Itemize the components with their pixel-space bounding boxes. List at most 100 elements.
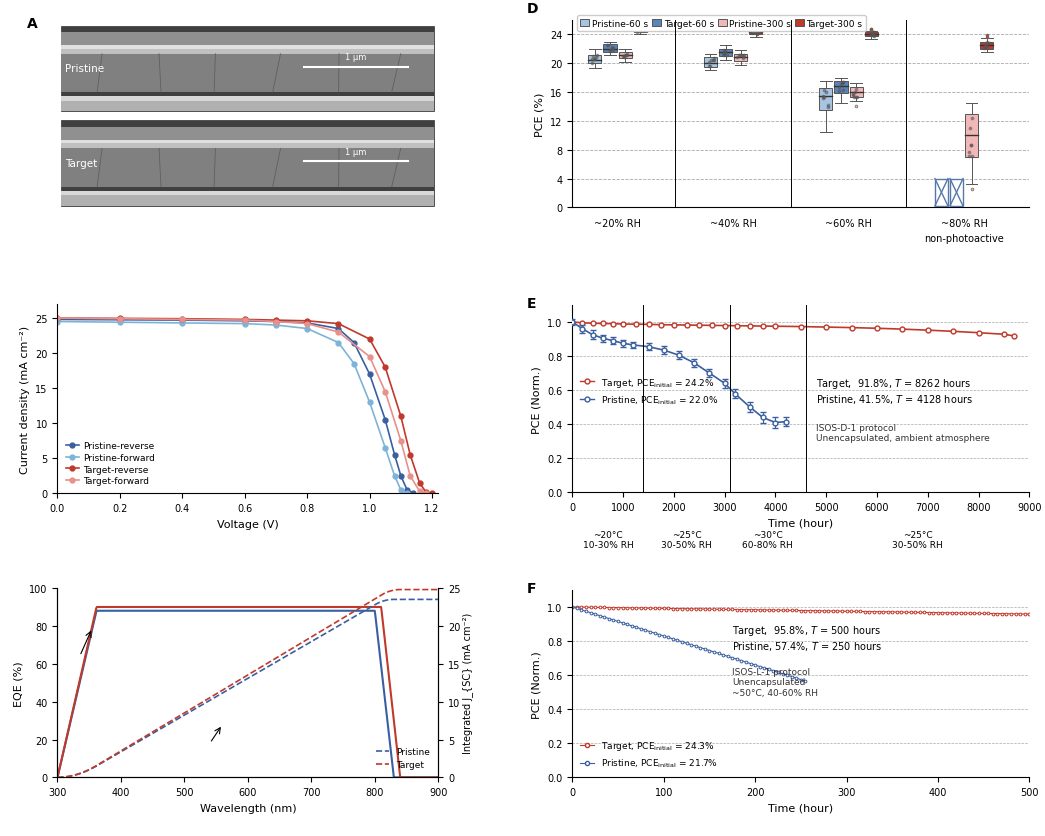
Pristine bbox=[149, 606, 162, 616]
Y-axis label: PCE (%): PCE (%) bbox=[535, 92, 544, 137]
Point bbox=[602, 44, 619, 58]
Y-axis label: PCE (Norm.): PCE (Norm.) bbox=[532, 365, 541, 433]
Text: A: A bbox=[27, 17, 38, 31]
Target-forward bbox=[364, 352, 376, 362]
Bar bbox=[719, 49, 733, 57]
Line: Pristine: Pristine bbox=[57, 611, 438, 777]
Text: ~40% RH: ~40% RH bbox=[710, 219, 757, 229]
Point bbox=[619, 49, 635, 63]
Point bbox=[705, 52, 722, 65]
Point bbox=[617, 49, 633, 63]
Legend: Target, PCE$_{\mathrm{initial}}$ = 24.2%, Pristine, PCE$_{\mathrm{initial}}$ = 2: Target, PCE$_{\mathrm{initial}}$ = 24.2%… bbox=[577, 373, 723, 410]
Text: ~25°C
30-50% RH: ~25°C 30-50% RH bbox=[661, 530, 712, 549]
Point bbox=[832, 78, 849, 91]
Point bbox=[831, 81, 847, 94]
Legend: Pristine-60 s, Target-60 s, Pristine-300 s, Target-300 s: Pristine-60 s, Target-60 s, Pristine-300… bbox=[577, 16, 866, 33]
Point bbox=[704, 54, 721, 68]
Point bbox=[749, 28, 766, 41]
Point bbox=[717, 47, 734, 60]
Point bbox=[588, 51, 605, 64]
Bar bbox=[62, 54, 435, 93]
Text: ISOS-L-1 protocol
Unencapsulated
~50°C, 40-60% RH: ISOS-L-1 protocol Unencapsulated ~50°C, … bbox=[733, 667, 818, 697]
Point bbox=[865, 30, 882, 43]
Text: E: E bbox=[527, 296, 536, 310]
Legend: Pristine-reverse, Pristine-forward, Target-reverse, Target-forward: Pristine-reverse, Pristine-forward, Targ… bbox=[62, 438, 158, 489]
Target-forward bbox=[114, 314, 126, 324]
Point bbox=[962, 140, 979, 153]
Target bbox=[149, 602, 162, 612]
Target-reverse bbox=[404, 451, 417, 461]
Pristine-reverse bbox=[51, 315, 64, 325]
Bar bbox=[704, 59, 717, 68]
Text: F: F bbox=[527, 581, 536, 595]
Point bbox=[616, 50, 632, 64]
Point bbox=[632, 25, 649, 38]
Bar bbox=[619, 53, 631, 59]
Target-reverse bbox=[332, 319, 345, 329]
Point bbox=[705, 54, 722, 68]
Point bbox=[716, 44, 733, 58]
Point bbox=[749, 26, 766, 39]
Point bbox=[816, 91, 833, 104]
Point bbox=[844, 89, 861, 102]
Text: ~20% RH: ~20% RH bbox=[594, 219, 641, 229]
Text: ~20°C
10-30% RH: ~20°C 10-30% RH bbox=[582, 530, 633, 549]
Legend: Target, PCE$_{\mathrm{initial}}$ = 24.3%, Pristine, PCE$_{\mathrm{initial}}$ = 2: Target, PCE$_{\mathrm{initial}}$ = 24.3%… bbox=[577, 736, 722, 773]
Point bbox=[819, 101, 836, 115]
Line: Pristine-forward: Pristine-forward bbox=[55, 319, 410, 497]
Point bbox=[715, 47, 732, 60]
Text: Target: Target bbox=[65, 159, 97, 169]
Target-forward bbox=[419, 489, 432, 499]
Text: Target,  95.8%, $T$ = 500 hours
Pristine, 57.4%, $T$ = 250 hours: Target, 95.8%, $T$ = 500 hours Pristine,… bbox=[733, 624, 882, 652]
Point bbox=[588, 49, 605, 63]
Target-forward bbox=[413, 487, 425, 497]
Point bbox=[962, 122, 979, 135]
Point bbox=[865, 29, 882, 43]
Target-reverse bbox=[425, 489, 438, 499]
Bar bbox=[62, 49, 435, 54]
Target-reverse bbox=[270, 316, 282, 326]
Point bbox=[744, 26, 761, 39]
Point bbox=[963, 112, 980, 125]
Bar bbox=[62, 144, 435, 150]
Point bbox=[628, 26, 645, 39]
Point bbox=[820, 99, 837, 113]
Point bbox=[844, 89, 861, 103]
Point bbox=[586, 54, 603, 67]
Point bbox=[814, 90, 831, 104]
Pristine-forward bbox=[401, 489, 414, 499]
Target-forward bbox=[395, 436, 408, 446]
Bar bbox=[819, 89, 833, 111]
Target bbox=[276, 602, 288, 612]
Target-reverse bbox=[419, 487, 432, 497]
Pristine-reverse bbox=[332, 324, 345, 334]
Bar bbox=[62, 33, 435, 46]
Target-forward bbox=[270, 317, 282, 327]
Point bbox=[702, 60, 719, 74]
Point bbox=[963, 150, 980, 163]
Point bbox=[850, 91, 866, 104]
Pristine-forward bbox=[301, 324, 314, 334]
Point bbox=[744, 27, 761, 40]
Bar bbox=[603, 45, 617, 53]
Text: ISOS-D-1 protocol
Unencapsulated, ambient atmosphere: ISOS-D-1 protocol Unencapsulated, ambien… bbox=[816, 424, 990, 443]
X-axis label: Voltage (V): Voltage (V) bbox=[217, 519, 279, 529]
Line: Target-forward: Target-forward bbox=[55, 316, 428, 497]
Target-reverse bbox=[395, 411, 408, 421]
Pristine bbox=[432, 772, 444, 782]
Point bbox=[583, 57, 600, 70]
Point bbox=[815, 93, 832, 106]
Pristine bbox=[91, 606, 103, 616]
Bar bbox=[62, 101, 435, 112]
Point bbox=[618, 49, 634, 63]
Bar bbox=[62, 97, 435, 101]
Point bbox=[834, 76, 851, 89]
Bar bbox=[62, 121, 435, 206]
Y-axis label: EQE (%): EQE (%) bbox=[14, 660, 24, 706]
Bar bbox=[62, 128, 435, 140]
Bar bbox=[850, 88, 862, 98]
Point bbox=[605, 43, 622, 57]
X-axis label: Wavelength (nm): Wavelength (nm) bbox=[200, 803, 296, 813]
Bar bbox=[965, 115, 978, 158]
Text: 1 μm: 1 μm bbox=[346, 54, 367, 63]
